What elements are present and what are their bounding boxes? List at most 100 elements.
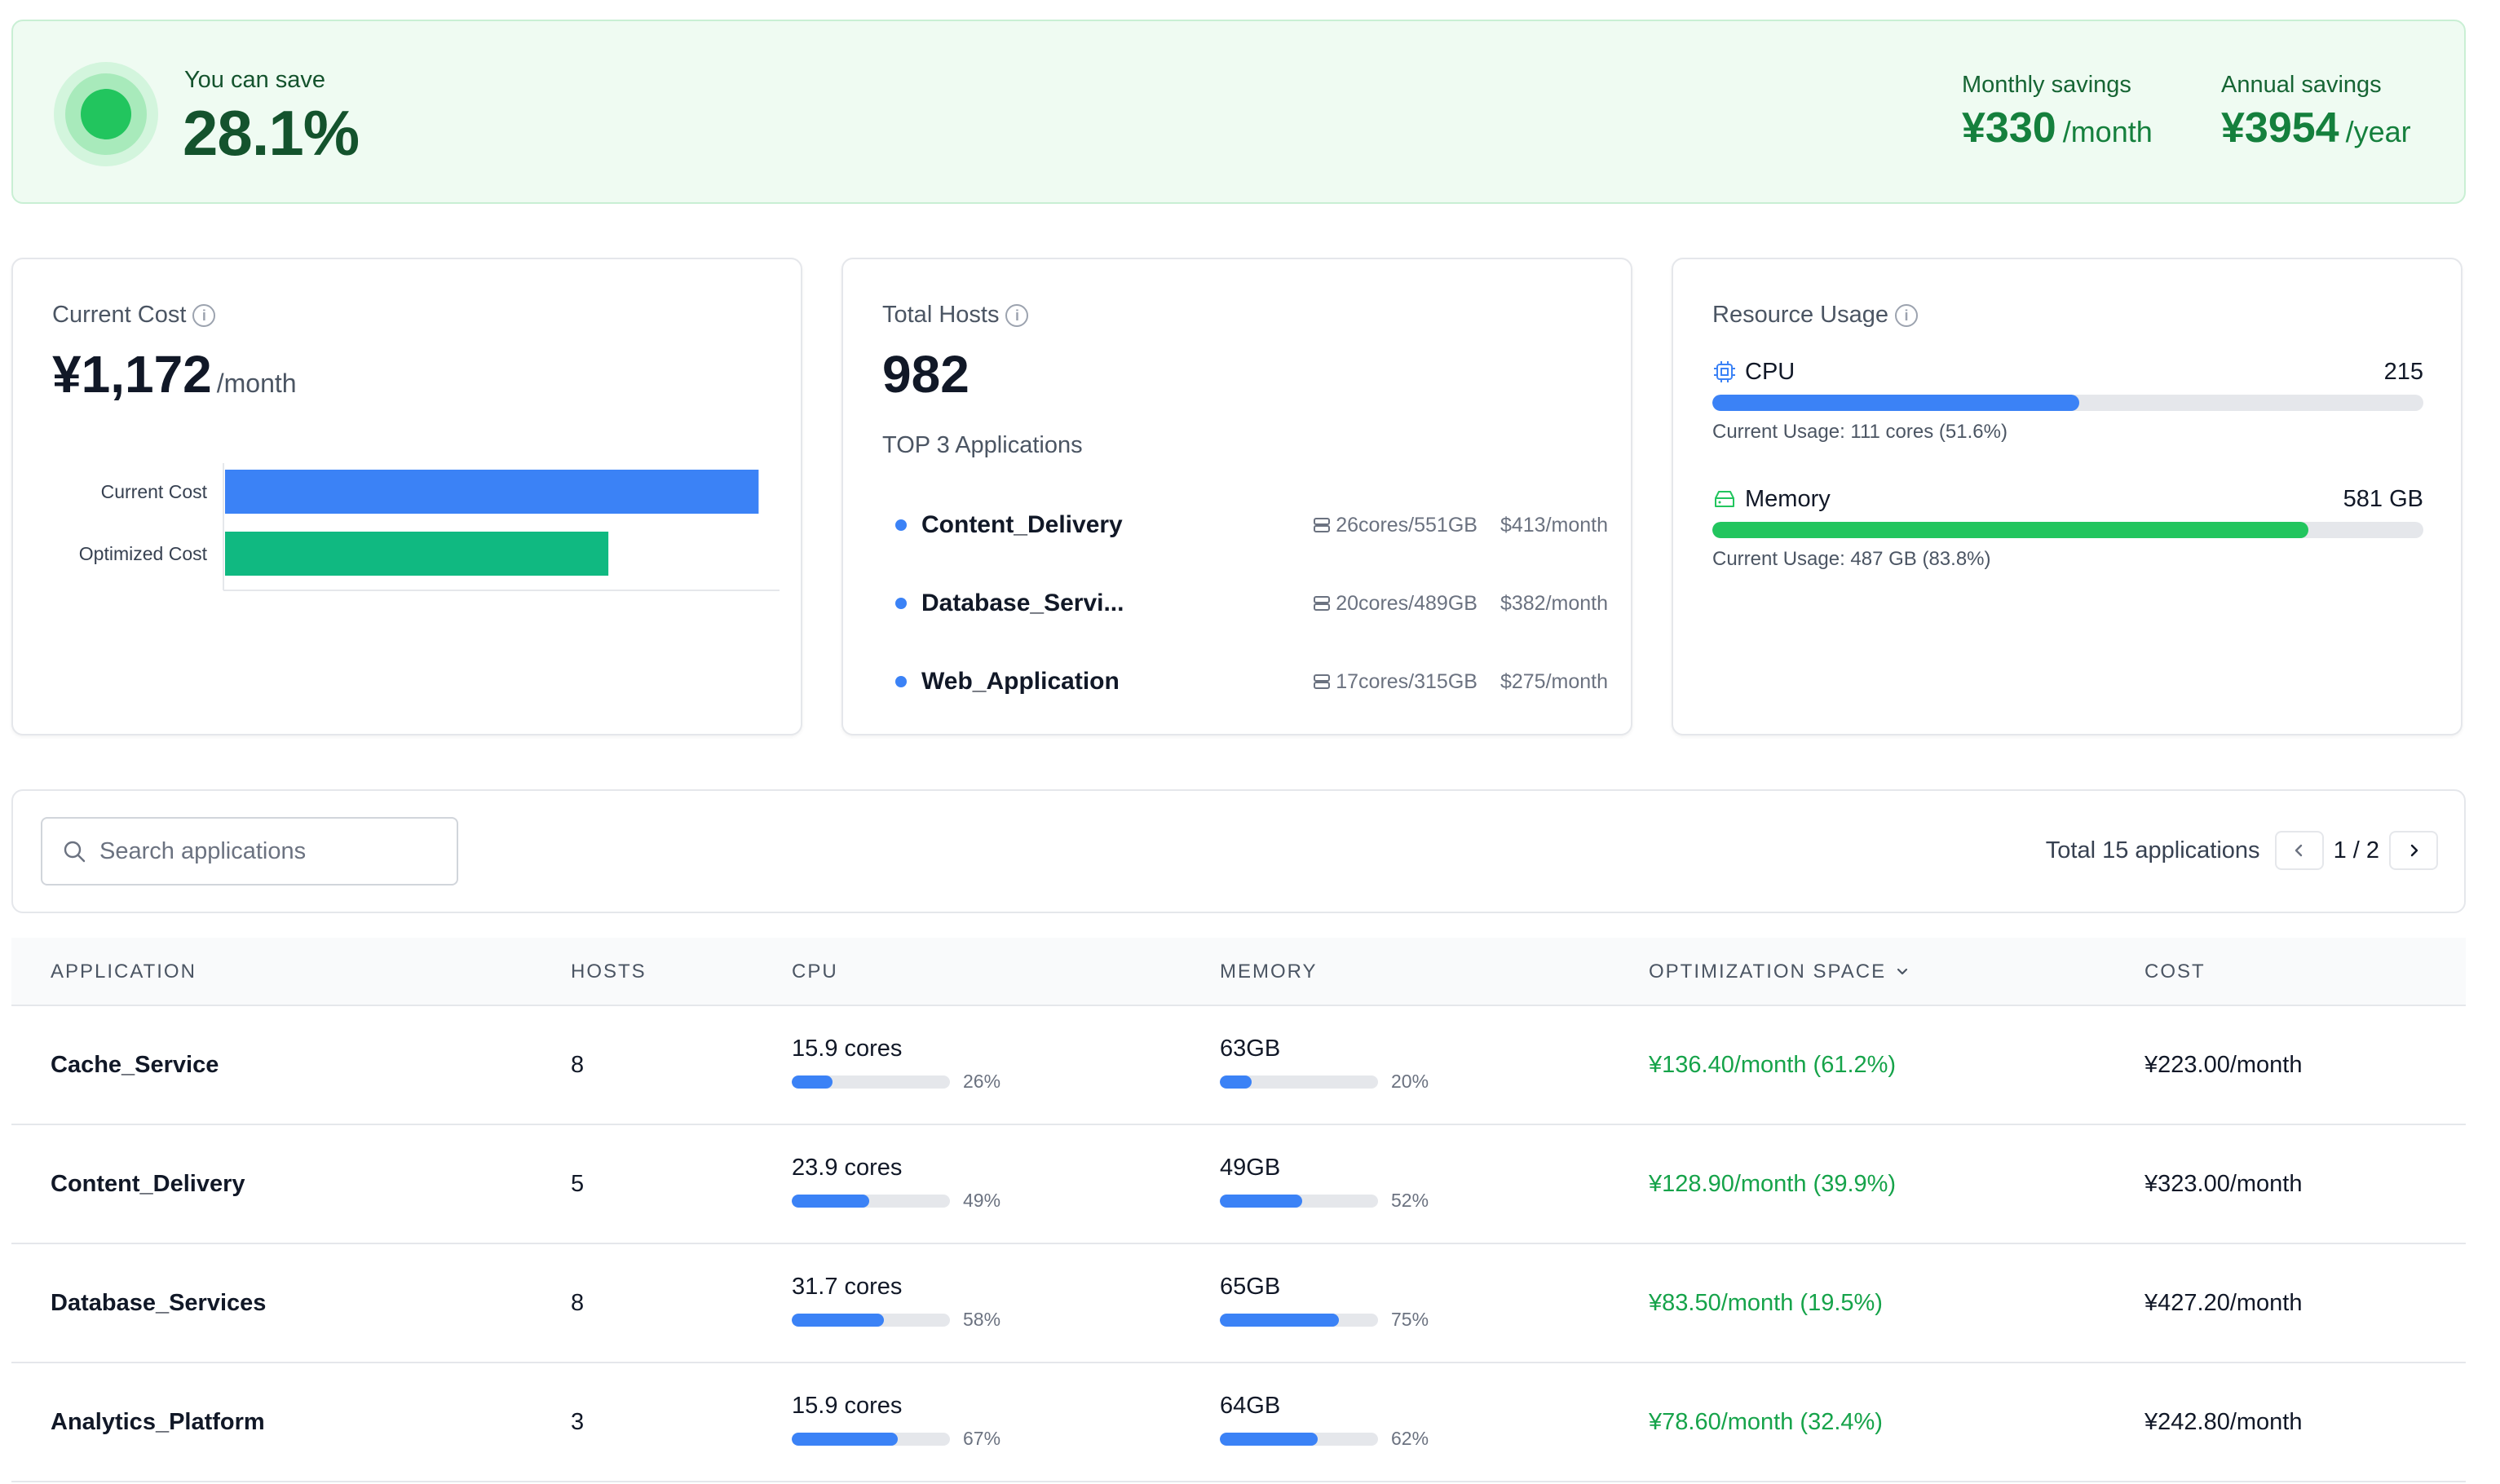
row-memory-bar — [1220, 1075, 1378, 1089]
memory-usage: Memory 581 GB Current Usage: 487 GB (83.… — [1712, 484, 2423, 571]
cpu-usage-text: Current Usage: 111 cores (51.6%) — [1712, 421, 2008, 443]
annual-savings-label: Annual savings — [2221, 72, 2382, 98]
savings-status-icon — [54, 62, 158, 166]
savings-banner: You can save 28.1% Monthly savings ¥330/… — [11, 20, 2466, 204]
chart-bar-optimized-cost[interactable] — [225, 532, 609, 576]
top-app-resources: 17cores/315GB — [1336, 669, 1477, 693]
row-cpu-percent: 26% — [963, 1071, 1001, 1092]
row-memory-bar — [1220, 1313, 1378, 1327]
top-app-item[interactable]: Web_Application 17cores/315GB $275/month — [882, 643, 1608, 721]
table-header: APPLICATION HOSTS CPU MEMORY OPTIMIZATIO… — [11, 938, 2466, 1006]
search-input[interactable] — [99, 837, 442, 865]
row-cpu: 15.9 cores 67% — [792, 1393, 1000, 1450]
savings-label: You can save — [184, 67, 326, 93]
cpu-usage-fill — [1712, 395, 2079, 411]
cpu-icon — [1714, 361, 1735, 382]
row-cpu: 23.9 cores 49% — [792, 1155, 1000, 1212]
prev-page-button[interactable] — [2274, 831, 2324, 870]
row-memory-fill — [1220, 1432, 1318, 1446]
row-memory-bar — [1220, 1432, 1378, 1446]
row-cpu-percent: 67% — [963, 1428, 1001, 1449]
row-memory-value: 65GB — [1220, 1274, 1281, 1300]
total-hosts-card: Total Hosts i 982 TOP 3 Applications Con… — [841, 258, 1632, 735]
row-application: Analytics_Platform — [51, 1409, 265, 1435]
memory-usage-bar — [1712, 522, 2423, 538]
column-header-cpu[interactable]: CPU — [792, 961, 838, 983]
row-cpu-bar — [792, 1194, 950, 1208]
row-cpu-fill — [792, 1075, 833, 1089]
top-app-price: $382/month — [1500, 591, 1608, 615]
chevron-right-icon — [2410, 844, 2418, 857]
bullet-icon — [895, 598, 907, 609]
row-memory-fill — [1220, 1194, 1302, 1208]
total-hosts-value: 982 — [882, 345, 970, 404]
search-box[interactable] — [41, 817, 458, 886]
info-icon[interactable]: i — [1895, 303, 1918, 327]
column-header-cost[interactable]: COST — [2144, 961, 2206, 983]
column-header-optimization[interactable]: OPTIMIZATION SPACE — [1649, 961, 1910, 983]
table-row[interactable]: Content_Delivery 5 23.9 cores 49% 49GB 5… — [11, 1125, 2466, 1244]
row-cpu-value: 15.9 cores — [792, 1036, 903, 1062]
top-app-name: Web_Application — [921, 668, 1120, 695]
cpu-label: CPU — [1745, 358, 1795, 385]
server-icon — [1314, 674, 1331, 689]
top-apps-title: TOP 3 Applications — [882, 432, 1083, 458]
row-memory: 63GB 20% — [1220, 1036, 1429, 1093]
current-cost-unit: /month — [216, 369, 297, 398]
row-memory: 64GB 62% — [1220, 1393, 1429, 1450]
row-cost: ¥223.00/month — [2144, 1052, 2303, 1078]
monthly-savings-unit: /month — [2062, 115, 2153, 148]
row-memory-fill — [1220, 1075, 1252, 1089]
top-app-name: Database_Servi... — [921, 590, 1124, 616]
next-page-button[interactable] — [2389, 831, 2438, 870]
row-memory: 49GB 52% — [1220, 1155, 1429, 1212]
row-application: Content_Delivery — [51, 1171, 245, 1197]
row-cpu: 31.7 cores 58% — [792, 1274, 1000, 1331]
pagination: Total 15 applications 1 / 2 — [2046, 830, 2438, 871]
row-cpu: 15.9 cores 26% — [792, 1036, 1000, 1093]
table-row[interactable]: Cache_Service 8 15.9 cores 26% 63GB 20% … — [11, 1006, 2466, 1125]
resource-usage-card: Resource Usage i CPU 215 Current Usage: … — [1672, 258, 2462, 735]
monthly-savings: Monthly savings ¥330/month — [1962, 72, 2153, 152]
row-cpu-value: 31.7 cores — [792, 1274, 903, 1300]
cpu-total: 215 — [2383, 358, 2423, 385]
table-toolbar: Total 15 applications 1 / 2 — [11, 789, 2466, 913]
table-row[interactable]: Database_Services 8 31.7 cores 58% 65GB … — [11, 1244, 2466, 1363]
monthly-savings-amount: ¥330 — [1962, 104, 2056, 152]
row-memory-percent: 20% — [1391, 1071, 1429, 1092]
top-app-item[interactable]: Content_Delivery 26cores/551GB $413/mont… — [882, 486, 1608, 564]
chart-bar-current-cost[interactable] — [225, 470, 759, 514]
top-app-item[interactable]: Database_Servi... 20cores/489GB $382/mon… — [882, 564, 1608, 643]
row-cost: ¥427.20/month — [2144, 1290, 2303, 1316]
row-memory-percent: 62% — [1391, 1428, 1429, 1449]
row-cpu-bar — [792, 1075, 950, 1089]
row-memory-fill — [1220, 1313, 1339, 1327]
row-cpu-percent: 58% — [963, 1309, 1001, 1330]
top-app-price: $275/month — [1500, 669, 1608, 693]
server-icon — [1314, 596, 1331, 611]
row-memory-value: 64GB — [1220, 1393, 1281, 1419]
memory-total: 581 GB — [2343, 485, 2423, 512]
row-optimization: ¥78.60/month (32.4%) — [1649, 1409, 1883, 1435]
table-row[interactable]: Analytics_Platform 3 15.9 cores 67% 64GB… — [11, 1363, 2466, 1482]
column-header-memory[interactable]: MEMORY — [1220, 961, 1318, 983]
memory-usage-fill — [1712, 522, 2308, 538]
chevron-left-icon — [2295, 844, 2302, 857]
row-memory-bar — [1220, 1194, 1378, 1208]
cpu-usage: CPU 215 Current Usage: 111 cores (51.6%) — [1712, 357, 2423, 444]
row-memory-value: 63GB — [1220, 1036, 1281, 1062]
row-application: Cache_Service — [51, 1052, 219, 1078]
top-app-resources: 20cores/489GB — [1336, 591, 1477, 615]
info-icon[interactable]: i — [1005, 303, 1029, 327]
row-hosts: 8 — [571, 1052, 585, 1078]
row-cpu-fill — [792, 1194, 870, 1208]
info-icon[interactable]: i — [192, 303, 216, 327]
row-hosts: 8 — [571, 1290, 585, 1316]
memory-usage-text: Current Usage: 487 GB (83.8%) — [1712, 548, 1991, 570]
row-memory-percent: 52% — [1391, 1190, 1429, 1211]
column-header-hosts[interactable]: HOSTS — [571, 961, 647, 983]
server-icon — [1314, 518, 1331, 532]
row-cpu-bar — [792, 1432, 950, 1446]
column-header-application[interactable]: APPLICATION — [51, 961, 197, 983]
row-cpu-value: 15.9 cores — [792, 1393, 903, 1419]
